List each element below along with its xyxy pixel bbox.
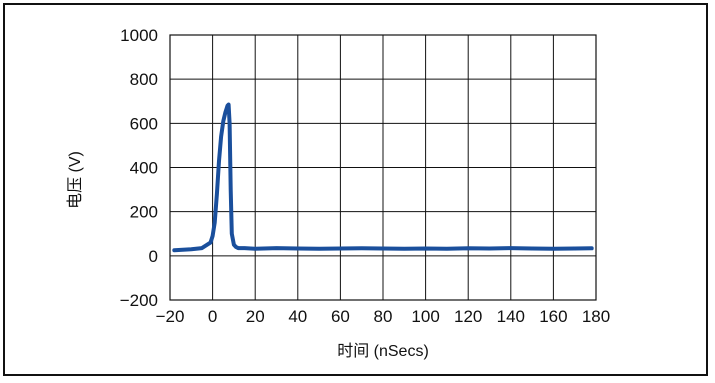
data-point bbox=[317, 247, 321, 251]
data-point bbox=[217, 159, 221, 163]
data-point bbox=[236, 246, 240, 250]
data-point bbox=[189, 247, 193, 251]
x-axis-label: 时间 (nSecs) bbox=[337, 342, 429, 360]
data-point bbox=[243, 246, 247, 250]
data-point bbox=[200, 246, 204, 250]
data-point bbox=[466, 246, 470, 250]
y-tick-label: 200 bbox=[130, 203, 158, 222]
data-point bbox=[232, 243, 236, 247]
data-point bbox=[573, 247, 577, 250]
data-point bbox=[590, 246, 594, 250]
data-point bbox=[381, 247, 385, 250]
y-tick-label: −200 bbox=[120, 291, 158, 310]
data-point bbox=[424, 247, 428, 250]
series-group bbox=[172, 102, 594, 253]
x-tick-label: 20 bbox=[246, 307, 265, 326]
y-axis-label: 电压 (V) bbox=[66, 151, 84, 209]
y-tick-label: 400 bbox=[130, 159, 158, 178]
x-tick-label: 120 bbox=[454, 307, 482, 326]
data-point bbox=[223, 110, 227, 114]
data-point bbox=[230, 232, 234, 236]
data-point bbox=[551, 247, 555, 251]
data-point bbox=[213, 221, 217, 225]
data-point bbox=[228, 121, 232, 125]
x-tick-label: 160 bbox=[539, 307, 567, 326]
y-tick-label: 800 bbox=[130, 70, 158, 89]
data-point bbox=[253, 247, 257, 251]
data-point bbox=[296, 247, 300, 250]
data-point bbox=[172, 248, 176, 252]
data-point bbox=[530, 247, 534, 250]
data-point bbox=[229, 188, 233, 192]
data-point bbox=[402, 247, 406, 251]
x-tick-label: 100 bbox=[411, 307, 439, 326]
data-point bbox=[211, 234, 215, 238]
chart-frame bbox=[3, 3, 708, 376]
y-tick-label: 0 bbox=[149, 247, 158, 266]
data-point bbox=[509, 246, 513, 250]
data-point bbox=[227, 103, 231, 107]
data-point bbox=[445, 247, 449, 251]
data-point bbox=[219, 135, 223, 139]
data-point bbox=[275, 246, 278, 250]
x-tick-label: 0 bbox=[208, 307, 217, 326]
x-tick-labels: −20 0 20 40 60 80 100 120 140 160 180 bbox=[156, 307, 611, 326]
data-point bbox=[360, 246, 364, 250]
data-point bbox=[488, 247, 491, 250]
grid-lines bbox=[169, 34, 597, 301]
y-tick-label: 1000 bbox=[120, 26, 158, 45]
y-tick-label: 600 bbox=[130, 114, 158, 133]
y-tick-labels: −200 0 200 400 600 800 1000 bbox=[120, 26, 158, 310]
data-point bbox=[215, 192, 219, 196]
x-tick-label: 140 bbox=[497, 307, 525, 326]
x-tick-label: 80 bbox=[374, 307, 393, 326]
x-tick-label: 40 bbox=[288, 307, 307, 326]
data-point bbox=[338, 247, 342, 250]
data-point bbox=[209, 241, 212, 245]
x-tick-label: 60 bbox=[331, 307, 350, 326]
data-point bbox=[221, 119, 225, 123]
x-tick-label: −20 bbox=[156, 307, 185, 326]
x-tick-label: 180 bbox=[582, 307, 610, 326]
plot-area bbox=[169, 34, 597, 301]
